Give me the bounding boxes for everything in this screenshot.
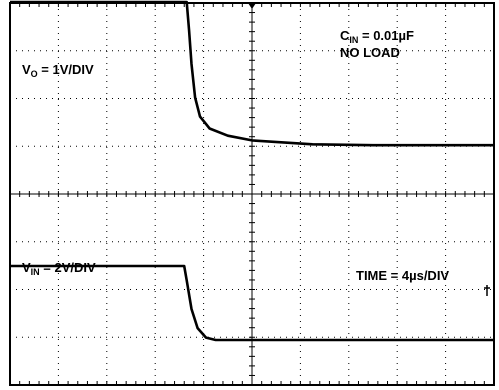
grid xyxy=(9,2,495,386)
trigger-marker xyxy=(248,3,256,9)
vo-scale-label: VO = 1V/DIV xyxy=(22,62,94,79)
load-label: NO LOAD xyxy=(340,45,400,60)
trace-1 xyxy=(10,264,494,342)
time-scale-label: TIME = 4µs/DIV xyxy=(356,268,449,283)
trace-0 xyxy=(10,0,494,147)
channel-marker xyxy=(484,285,490,296)
vin-scale-label: VIN = 2V/DIV xyxy=(22,260,96,277)
traces xyxy=(10,0,494,342)
cin-label: CIN = 0.01µF xyxy=(340,28,414,45)
